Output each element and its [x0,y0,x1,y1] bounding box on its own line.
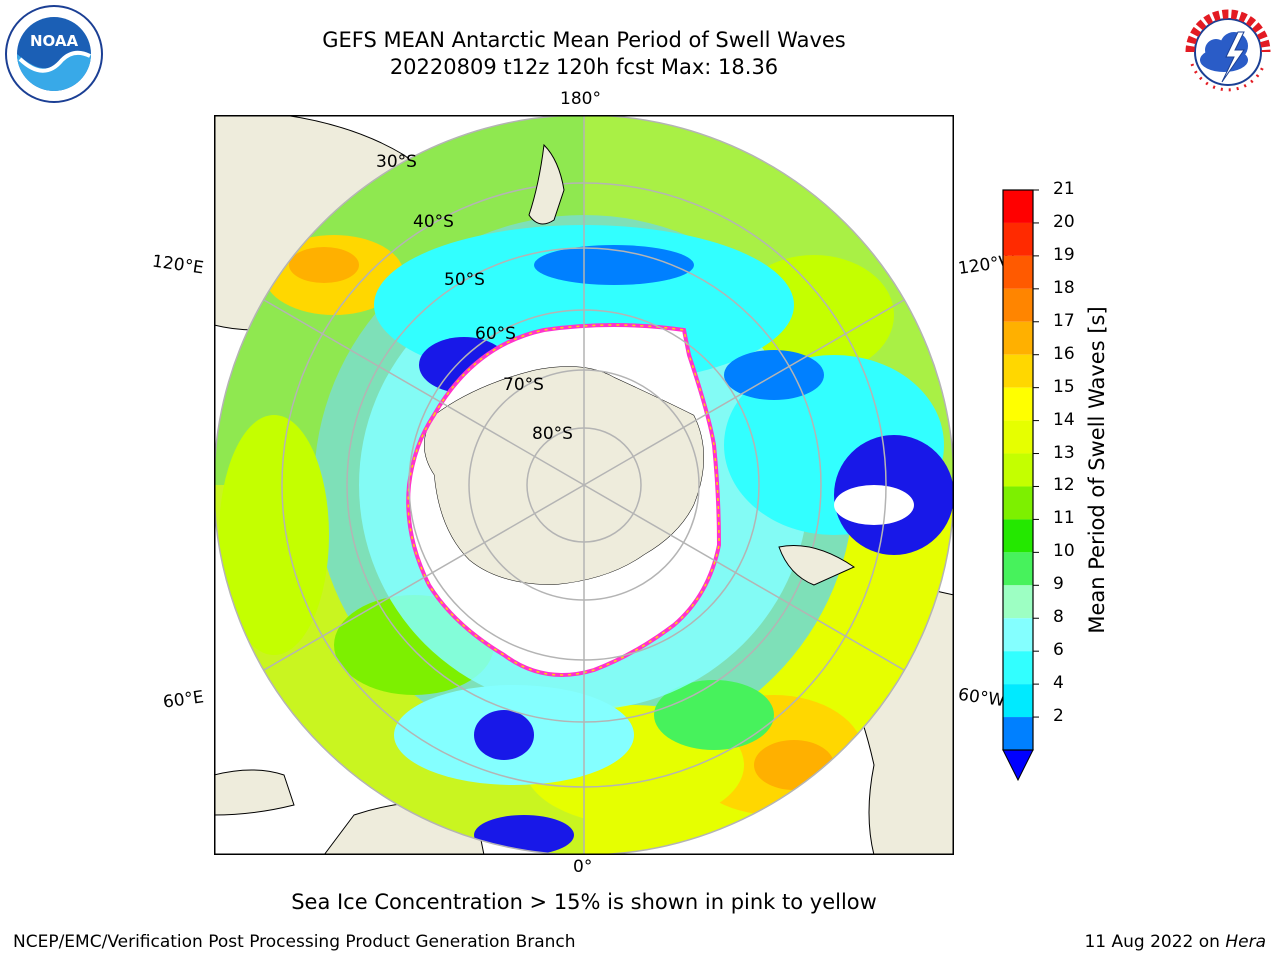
lat-label-30s: 30°S [376,152,417,172]
colorbar-tick-label: 4 [1053,673,1064,694]
colorbar-tick-label: 17 [1053,310,1075,331]
nws-logo-icon [1181,5,1275,99]
credit-right: 11 Aug 2022 on Hera [1084,932,1266,952]
lon-label-120e: 120°E [150,251,205,279]
credit-left: NCEP/EMC/Verification Post Processing Pr… [13,932,576,952]
lat-label-40s: 40°S [413,212,454,232]
sea-ice-note: Sea Ice Concentration > 15% is shown in … [291,890,877,914]
colorbar-tick-label: 8 [1053,607,1064,628]
colorbar-band [1003,486,1033,520]
colorbar [1002,189,1039,782]
inner-land [528,143,856,586]
lon-label-0: 0° [573,857,593,877]
colorbar-band [1003,717,1033,750]
colorbar-tick-label: 15 [1053,376,1075,397]
colorbar-tick-label: 20 [1053,211,1075,232]
colorbar-band [1003,651,1033,685]
noaa-logo-icon: NOAA [5,5,103,103]
colorbar-band [1003,420,1033,454]
colorbar-tick-label: 19 [1053,244,1075,265]
chart-title: GEFS MEAN Antarctic Mean Period of Swell… [322,28,846,52]
graticule [214,115,954,855]
colorbar-band [1003,190,1033,223]
colorbar-band [1003,618,1033,652]
polar-map [214,115,954,855]
lon-label-180: 180° [560,89,601,109]
colorbar-band [1003,288,1033,322]
colorbar-band [1003,387,1033,421]
chart-subtitle: 20220809 t12z 120h fcst Max: 18.36 [389,55,779,79]
lat-label-60s: 60°S [475,324,516,344]
lat-label-70s: 70°S [503,375,544,395]
colorbar-tick-label: 10 [1053,541,1075,562]
colorbar-band [1003,684,1033,718]
colorbar-band [1003,585,1033,619]
colorbar-label: Mean Period of Swell Waves [s] [1085,306,1109,634]
sea-ice-area [408,325,719,675]
colorbar-band [1003,321,1033,355]
colorbar-tick-label: 2 [1053,706,1064,727]
colorbar-tick-label: 9 [1053,574,1064,595]
map-border [214,115,954,855]
colorbar-band [1003,255,1033,289]
colorbar-band [1003,354,1033,388]
noaa-logo-text: NOAA [30,32,79,50]
colorbar-band [1003,453,1033,487]
colorbar-tick-label: 21 [1053,179,1075,199]
colorbar-tick-label: 11 [1053,508,1075,529]
lon-label-60e: 60°E [161,687,206,713]
credit-date: 11 Aug 2022 on [1084,932,1226,952]
colorbar-band [1003,222,1033,256]
lat-label-50s: 50°S [444,270,485,290]
colorbar-band [1003,519,1033,553]
colorbar-tick-label: 18 [1053,277,1075,298]
lat-label-80s: 80°S [532,424,573,444]
colorbar-band [1003,552,1033,586]
colorbar-extend-arrow [1002,749,1034,782]
colorbar-tick-label: 6 [1053,640,1064,661]
colorbar-tick-label: 13 [1053,442,1075,463]
colorbar-tick-label: 14 [1053,409,1075,430]
colorbar-tick-label: 12 [1053,475,1075,496]
credit-host: Hera [1225,932,1266,952]
colorbar-tick-label: 16 [1053,343,1075,364]
